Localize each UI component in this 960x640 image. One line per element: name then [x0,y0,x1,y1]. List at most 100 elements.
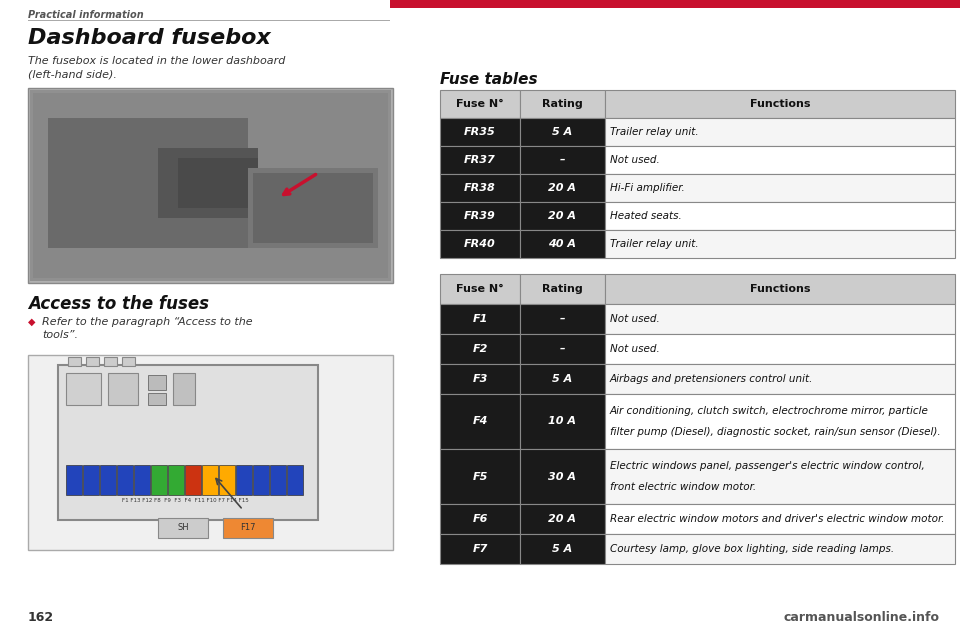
Bar [605,118,955,146]
Bar [605,334,955,364]
Bar [151,465,167,495]
Bar [148,375,166,390]
Bar [270,465,286,495]
Text: Functions: Functions [750,284,810,294]
Bar [236,465,252,495]
Bar [83,465,99,495]
Bar [520,449,605,504]
Bar [148,393,166,405]
Text: SH: SH [178,524,189,532]
Text: F5: F5 [472,472,488,481]
Text: Fuse N°: Fuse N° [456,99,504,109]
Text: Fuse N°: Fuse N° [456,284,504,294]
Text: 162: 162 [28,611,54,624]
Text: Courtesy lamp, glove box lighting, side reading lamps.: Courtesy lamp, glove box lighting, side … [610,544,894,554]
Bar [520,146,605,174]
Bar [253,465,269,495]
Bar [605,449,955,504]
Text: 5 A: 5 A [552,544,572,554]
Text: F7: F7 [472,544,488,554]
Text: Fuse tables: Fuse tables [440,72,538,87]
Text: Dashboard fusebox: Dashboard fusebox [28,28,271,48]
Bar [158,518,208,538]
Text: F1 F13 F12 F8  F9  F3  F4  F11 F10 F7 F14 F15: F1 F13 F12 F8 F9 F3 F4 F11 F10 F7 F14 F1… [122,498,249,503]
Bar [605,174,955,202]
Bar [520,364,605,394]
Bar [185,465,201,495]
Text: ◆: ◆ [28,317,36,327]
Text: FR35: FR35 [464,127,496,137]
Bar [108,373,138,405]
Bar [253,173,373,243]
Bar [30,90,391,281]
Text: Not used.: Not used. [610,155,660,165]
Bar [33,93,388,278]
Bar [520,504,605,534]
Text: Rear electric window motors and driver's electric window motor.: Rear electric window motors and driver's… [610,514,945,524]
Bar [122,357,135,366]
Bar [134,465,150,495]
Text: F17: F17 [240,524,255,532]
Bar [48,118,248,248]
Text: Not used.: Not used. [610,344,660,354]
Bar [158,148,258,218]
Text: filter pump (Diesel), diagnostic socket, rain/sun sensor (Diesel).: filter pump (Diesel), diagnostic socket,… [610,427,941,437]
Text: –: – [560,344,565,354]
Text: Rating: Rating [542,284,583,294]
Text: Heated seats.: Heated seats. [610,211,682,221]
Text: F1: F1 [472,314,488,324]
Bar [66,465,82,495]
Text: Air conditioning, clutch switch, electrochrome mirror, particle: Air conditioning, clutch switch, electro… [610,406,929,416]
Text: –: – [560,314,565,324]
Bar [219,465,235,495]
Bar [223,518,273,538]
Text: 20 A: 20 A [548,211,577,221]
Bar [520,274,605,304]
Text: 40 A: 40 A [548,239,577,249]
Bar [28,88,393,283]
Bar [100,465,116,495]
Bar [104,357,117,366]
Bar [605,304,955,334]
Text: Access to the fuses: Access to the fuses [28,295,209,313]
Text: Electric windows panel, passenger's electric window control,: Electric windows panel, passenger's elec… [610,461,924,471]
Text: 5 A: 5 A [552,374,572,384]
Text: Practical information: Practical information [28,10,144,20]
Bar [520,202,605,230]
Text: 5 A: 5 A [552,127,572,137]
Bar [58,365,318,520]
Text: –: – [560,155,565,165]
Bar [605,394,955,449]
Text: FR39: FR39 [464,211,496,221]
Bar [440,394,520,449]
Text: Trailer relay unit.: Trailer relay unit. [610,127,699,137]
Bar [173,373,195,405]
Text: front electric window motor.: front electric window motor. [610,482,756,492]
Text: Not used.: Not used. [610,314,660,324]
Text: F4: F4 [472,417,488,426]
Bar [520,394,605,449]
Bar [440,504,520,534]
Bar [440,364,520,394]
Bar [440,449,520,504]
Text: Rating: Rating [542,99,583,109]
Bar [440,202,520,230]
Bar [168,465,184,495]
Bar [440,230,520,258]
Bar [86,357,99,366]
Bar [520,174,605,202]
Bar [28,355,393,550]
Text: F2: F2 [472,344,488,354]
Text: 20 A: 20 A [548,514,577,524]
Bar [520,118,605,146]
Bar [202,465,218,495]
Text: F6: F6 [472,514,488,524]
Bar [440,274,520,304]
Text: F3: F3 [472,374,488,384]
Bar [287,465,303,495]
Bar [605,146,955,174]
Bar [440,118,520,146]
Bar [605,364,955,394]
Bar [248,168,378,248]
Bar [178,158,258,208]
